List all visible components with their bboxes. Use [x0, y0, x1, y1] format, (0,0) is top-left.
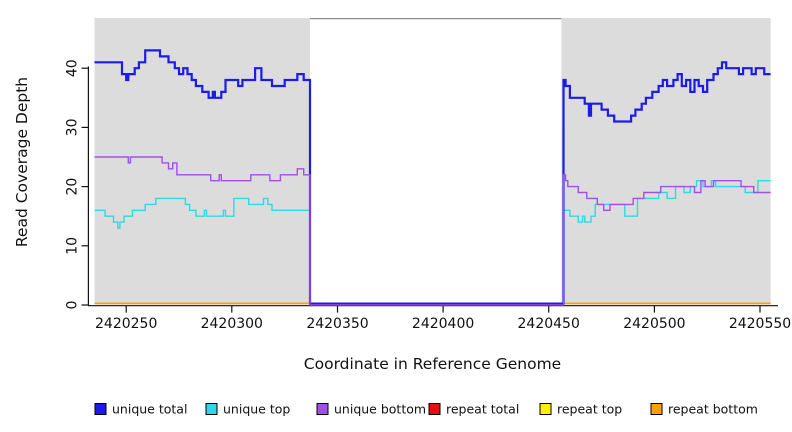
series-unique-bottom	[94, 156, 771, 306]
y-tick-label: 20	[65, 178, 81, 196]
x-tick-label: 2420550	[729, 316, 791, 332]
x-tick-label: 2420500	[623, 316, 685, 332]
series-lines	[94, 49, 771, 306]
x-tick-label: 2420450	[518, 316, 580, 332]
legend: unique total unique top unique bottom repea…	[94, 402, 758, 417]
shade-covered-right	[561, 18, 771, 305]
x-tick-label: 2420350	[306, 316, 368, 332]
legend-label-unique-bottom: unique bottom	[334, 402, 426, 417]
legend-swatch-repeat-bottom	[650, 403, 663, 415]
legend-swatch-unique-total	[94, 403, 107, 415]
y-tick-label: 10	[65, 237, 81, 255]
legend-swatch-repeat-total	[428, 403, 441, 415]
shaded-regions	[94, 17, 771, 305]
legend-swatch-repeat-top	[539, 403, 552, 415]
legend-label-unique-total: unique total	[112, 402, 187, 417]
x-tick-label: 2420250	[95, 316, 157, 332]
y-tick-label: 0	[65, 301, 81, 310]
y-tick-label: 30	[64, 118, 80, 136]
x-tick-label: 2420400	[412, 316, 474, 332]
y-axis-title: Read Coverage Depth	[13, 77, 31, 247]
legend-label-repeat-total: repeat total	[446, 402, 519, 417]
axes: 2420250 2420300 2420350 2420400 2420450 24205…	[64, 59, 791, 332]
shade-covered-left	[94, 18, 310, 305]
legend-label-repeat-top: repeat top	[557, 402, 622, 417]
legend-label-unique-top: unique top	[223, 402, 290, 417]
legend-swatch-unique-top	[205, 403, 218, 415]
series-unique-total	[94, 49, 771, 305]
legend-label-repeat-bottom: repeat bottom	[668, 402, 758, 417]
x-axis-title: Coordinate in Reference Genome	[304, 355, 561, 373]
legend-swatch-unique-bottom	[316, 403, 329, 415]
y-tick-label: 40	[65, 59, 81, 77]
x-tick-label: 2420300	[201, 316, 263, 332]
